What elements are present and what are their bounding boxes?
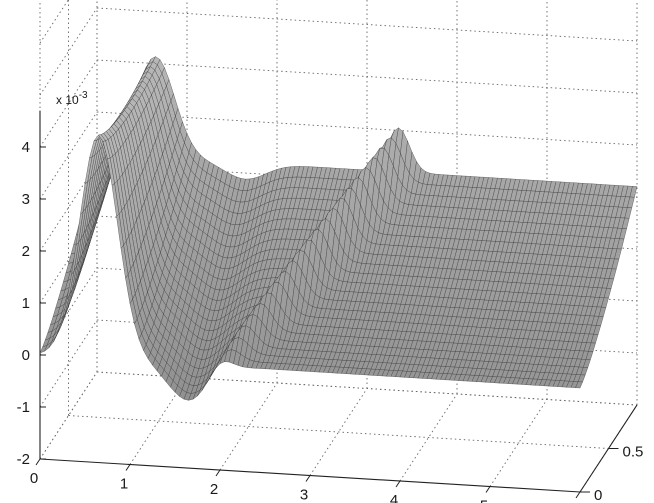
- floor-grid-y: [68, 415, 609, 449]
- x-tick-mark: [575, 491, 581, 499]
- x-tick-mark: [35, 458, 41, 466]
- z-tick-label: 4: [22, 139, 30, 156]
- z-tick-label: 0: [22, 347, 30, 364]
- floor-grid-x: [489, 399, 548, 487]
- floor-grid-x: [309, 388, 368, 476]
- z-tick-label: 1: [22, 295, 30, 312]
- left-wall-hgrid: [39, 319, 98, 408]
- x-tick-label: 1: [120, 476, 128, 493]
- z-tick-label: -1: [17, 399, 30, 416]
- x-tick-mark: [125, 464, 131, 471]
- back-wall-hgrid: [96, 7, 638, 42]
- x-tick-mark: [305, 475, 311, 482]
- left-wall-hgrid: [39, 111, 98, 200]
- x-tick-label: 5: [480, 498, 488, 503]
- z-scale-exponent: -3: [79, 90, 88, 101]
- x-tick-mark: [485, 486, 491, 493]
- left-wall-hgrid: [39, 7, 98, 96]
- z-tick-label: -2: [17, 451, 30, 468]
- z-tick-label: 3: [22, 191, 30, 208]
- y-tick-label: 0.5: [623, 444, 644, 461]
- z-tick-label: 2: [22, 243, 30, 260]
- x-tick-mark: [395, 480, 401, 488]
- x-tick-label: 0: [30, 470, 38, 487]
- mesh-cell: [575, 381, 583, 389]
- floor-grid-x: [399, 393, 458, 482]
- x-tick-label: 3: [300, 487, 308, 503]
- left-wall-hgrid: [39, 59, 98, 148]
- surface-mesh: [39, 56, 638, 401]
- floor-grid-x: [219, 382, 278, 471]
- tick-marks: [35, 146, 619, 499]
- back-wall-hgrid: [96, 111, 638, 146]
- x-tick-label: 4: [390, 492, 398, 503]
- z-scale-factor: x 10-3: [56, 90, 88, 107]
- back-wall-hgrid: [96, 59, 638, 94]
- x-tick-label: 2: [210, 481, 218, 498]
- y-tick-label: 0: [594, 487, 602, 503]
- floor-grid-x: [39, 371, 98, 460]
- z-scale-text: x 10: [56, 93, 79, 107]
- left-wall-hgrid: [39, 267, 98, 356]
- x-tick-mark: [215, 469, 221, 477]
